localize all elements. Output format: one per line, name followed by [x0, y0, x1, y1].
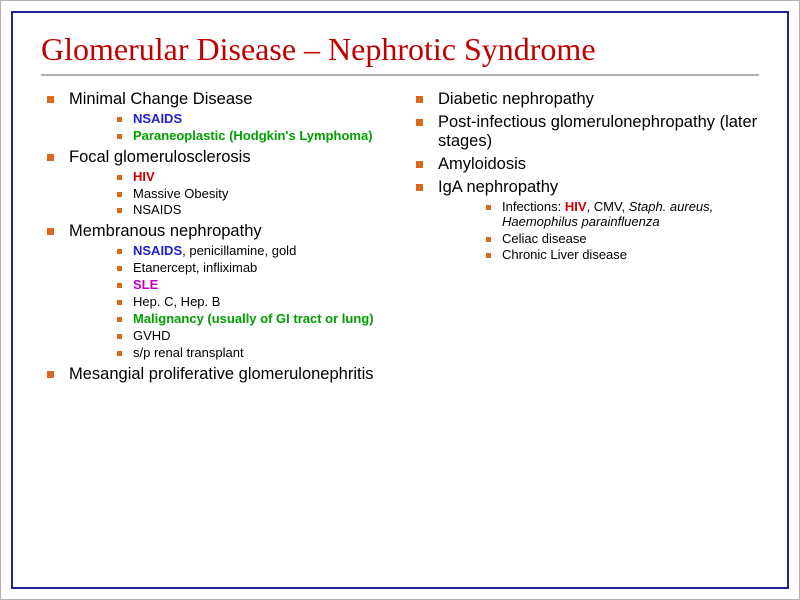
list-item-l1: Mesangial proliferative glomerulonephrit… — [41, 365, 390, 384]
list-item-label: Post-infectious glomerulonephropathy (la… — [438, 113, 757, 150]
list-item-label: Amyloidosis — [438, 155, 526, 173]
bullet-icon — [47, 228, 54, 235]
text-segment: Massive Obesity — [133, 186, 228, 201]
text-segment: HIV — [565, 199, 587, 214]
text-segment: NSAIDS — [133, 243, 182, 258]
bullet-icon — [47, 96, 54, 103]
text-segment: NSAIDS — [133, 202, 181, 217]
bullet-icon — [117, 317, 122, 322]
text-segment: SLE — [133, 277, 158, 292]
list-item-l1: Minimal Change Disease NSAIDS Paraneoplast… — [41, 90, 390, 144]
list-item-l1: Post-infectious glomerulonephropathy (la… — [410, 113, 759, 151]
bullet-icon — [486, 205, 491, 210]
list-item-l1: Membranous nephropathy NSAIDS, penicillam… — [41, 222, 390, 361]
bullet-icon — [117, 175, 122, 180]
text-segment: s/p renal transplant — [133, 345, 244, 360]
list-item-label: Diabetic nephropathy — [438, 90, 594, 108]
text-segment: Celiac disease — [502, 231, 587, 246]
text-segment: , penicillamine, gold — [182, 243, 296, 258]
bullet-icon — [117, 192, 122, 197]
text-segment: Infections: — [502, 199, 565, 214]
bullet-list-l2: NSAIDS, penicillamine, goldEtanercept, i… — [115, 244, 390, 361]
bullet-list-l2: HIV Massive ObesityNSAIDS — [115, 170, 390, 219]
title-underline — [41, 74, 759, 76]
list-item-l2: GVHD — [115, 329, 390, 344]
list-item-label: Mesangial proliferative glomerulonephrit… — [69, 365, 374, 383]
list-item-l2: Chronic Liver disease — [484, 248, 759, 263]
list-item-l2: s/p renal transplant — [115, 346, 390, 361]
slide-title: Glomerular Disease – Nephrotic Syndrome — [41, 31, 759, 68]
bullet-list-l1: Minimal Change Disease NSAIDS Paraneoplast… — [41, 90, 390, 384]
list-item-l1: Diabetic nephropathy — [410, 90, 759, 109]
text-segment: Paraneoplastic (Hodgkin's Lymphoma) — [133, 128, 373, 143]
bullet-icon — [416, 161, 423, 168]
bullet-icon — [117, 249, 122, 254]
bullet-list-l1: Diabetic nephropathy Post-infectious glom… — [410, 90, 759, 264]
bullet-icon — [416, 119, 423, 126]
slide-inner-border: Glomerular Disease – Nephrotic Syndrome … — [11, 11, 789, 589]
bullet-icon — [47, 371, 54, 378]
content-columns: Minimal Change Disease NSAIDS Paraneoplast… — [41, 90, 759, 388]
bullet-icon — [117, 117, 122, 122]
text-segment: , CMV, — [587, 199, 629, 214]
text-segment: NSAIDS — [133, 111, 182, 126]
list-item-l2: Infections: HIV, CMV, Staph. aureus, Hae… — [484, 200, 759, 230]
list-item-label: Minimal Change Disease — [69, 90, 252, 108]
list-item-l2: Paraneoplastic (Hodgkin's Lymphoma) — [115, 129, 390, 144]
bullet-icon — [117, 351, 122, 356]
right-column: Diabetic nephropathy Post-infectious glom… — [410, 90, 759, 388]
text-segment: Hep. C, Hep. B — [133, 294, 220, 309]
text-segment: Malignancy (usually of GI tract or lung) — [133, 311, 374, 326]
bullet-list-l2: NSAIDS Paraneoplastic (Hodgkin's Lymphoma… — [115, 112, 390, 144]
list-item-l2: Etanercept, infliximab — [115, 261, 390, 276]
bullet-icon — [117, 208, 122, 213]
list-item-label: IgA nephropathy — [438, 178, 558, 196]
bullet-icon — [117, 300, 122, 305]
text-segment: HIV — [133, 169, 155, 184]
text-segment: Etanercept, infliximab — [133, 260, 257, 275]
slide-outer-border: Glomerular Disease – Nephrotic Syndrome … — [0, 0, 800, 600]
list-item-l2: Malignancy (usually of GI tract or lung) — [115, 312, 390, 327]
list-item-label: Focal glomerulosclerosis — [69, 148, 251, 166]
list-item-l2: NSAIDS — [115, 203, 390, 218]
text-segment: GVHD — [133, 328, 171, 343]
list-item-l2: Massive Obesity — [115, 187, 390, 202]
list-item-l2: Hep. C, Hep. B — [115, 295, 390, 310]
list-item-l1: Focal glomerulosclerosis HIV Massive Obesi… — [41, 148, 390, 219]
bullet-icon — [486, 237, 491, 242]
bullet-icon — [117, 266, 122, 271]
left-column: Minimal Change Disease NSAIDS Paraneoplast… — [41, 90, 390, 388]
list-item-l2: NSAIDS, penicillamine, gold — [115, 244, 390, 259]
bullet-list-l2: Infections: HIV, CMV, Staph. aureus, Hae… — [484, 200, 759, 264]
bullet-icon — [486, 253, 491, 258]
list-item-l1: IgA nephropathy Infections: HIV, CMV, Sta… — [410, 178, 759, 264]
bullet-icon — [117, 334, 122, 339]
list-item-l1: Amyloidosis — [410, 155, 759, 174]
list-item-l2: Celiac disease — [484, 232, 759, 247]
bullet-icon — [416, 96, 423, 103]
text-segment: Chronic Liver disease — [502, 247, 627, 262]
list-item-l2: SLE — [115, 278, 390, 293]
bullet-icon — [117, 134, 122, 139]
bullet-icon — [416, 184, 423, 191]
list-item-l2: HIV — [115, 170, 390, 185]
list-item-l2: NSAIDS — [115, 112, 390, 127]
list-item-label: Membranous nephropathy — [69, 222, 262, 240]
bullet-icon — [117, 283, 122, 288]
bullet-icon — [47, 154, 54, 161]
